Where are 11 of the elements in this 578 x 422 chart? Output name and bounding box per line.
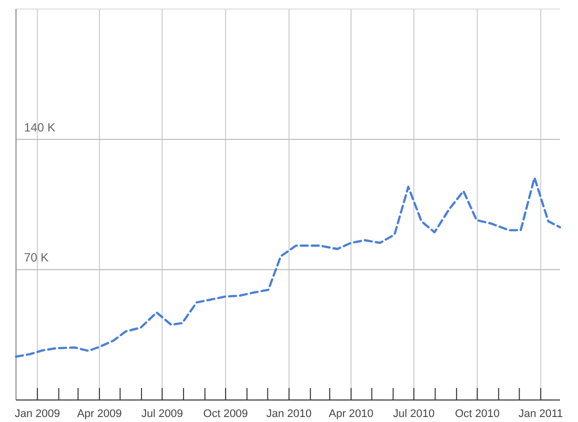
- y-tick-label: 70 K: [24, 250, 49, 265]
- x-tick-label: Apr 2009: [77, 408, 122, 420]
- x-tick-label: Apr 2010: [328, 408, 374, 420]
- y-tick-label: 140 K: [24, 120, 56, 134]
- x-tick-label: Jan 2009: [14, 408, 60, 420]
- x-tick-label: Jul 2009: [141, 408, 183, 420]
- x-tick-label: Oct 2009: [203, 408, 248, 420]
- x-tick-label: Jan 2011: [518, 408, 563, 420]
- x-tick-label: Jul 2010: [393, 408, 435, 420]
- x-tick-label: Oct 2010: [454, 408, 500, 420]
- x-tick-label: Jan 2010: [266, 408, 312, 420]
